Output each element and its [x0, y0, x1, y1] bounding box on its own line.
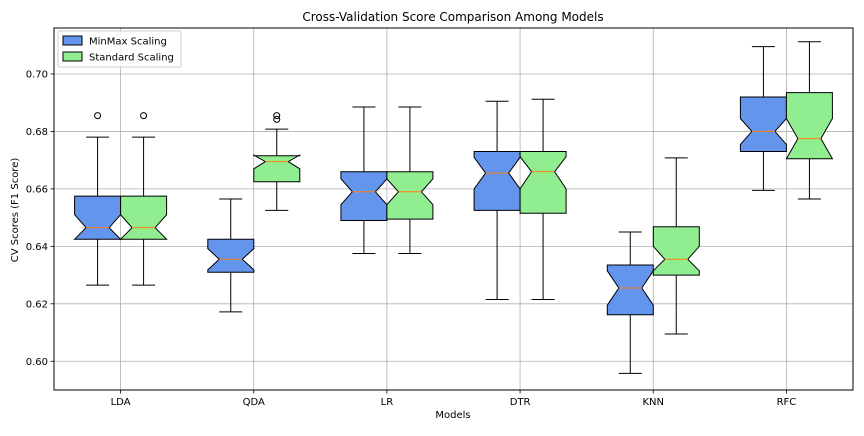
box-body	[386, 171, 434, 220]
y-tick-label: 0.66	[26, 184, 48, 195]
x-tick-label-dtr: DTR	[510, 397, 531, 408]
x-tick-label-knn: KNN	[642, 397, 664, 408]
legend-frame	[57, 30, 182, 68]
grid-lines	[54, 28, 853, 390]
outlier-point	[273, 115, 281, 123]
y-tick-label: 0.62	[26, 299, 48, 310]
legend-swatch-0	[62, 35, 83, 46]
legend-label-1: Standard Scaling	[89, 53, 174, 64]
box-body	[652, 226, 700, 276]
box-lr-minmax	[340, 106, 388, 255]
x-tick-label-rfc: RFC	[777, 397, 797, 408]
box-rfc-minmax	[739, 46, 787, 191]
y-tick-label: 0.68	[26, 127, 48, 138]
x-tick-label-qda: QDA	[243, 397, 265, 408]
box-body	[519, 151, 567, 214]
box-body	[473, 151, 521, 211]
x-tick-label-lr: LR	[381, 397, 394, 408]
legend: MinMax Scaling Standard Scaling	[57, 30, 182, 68]
legend-swatch-1	[62, 51, 83, 62]
y-tick-label: 0.60	[26, 357, 48, 368]
box-body	[340, 171, 388, 221]
legend-label-0: MinMax Scaling	[89, 37, 167, 48]
y-tick-label: 0.64	[26, 242, 48, 253]
box-qda-standard	[253, 112, 301, 211]
box-layer	[73, 41, 834, 374]
tick-layer: 0.60 0.62 0.64 0.66 0.68 0.70 LDA QDA LR DTR KNN RF…	[26, 69, 797, 408]
x-axis-label: Models	[435, 410, 470, 421]
box-body	[73, 195, 122, 240]
plot-frame	[53, 27, 854, 391]
box-dtr-standard	[519, 98, 567, 300]
box-body	[739, 96, 787, 152]
y-tick-label: 0.70	[26, 69, 48, 80]
box-body	[119, 195, 168, 240]
y-axis-label: CV Scores (F1 Score)	[10, 158, 21, 263]
box-knn-standard	[652, 157, 700, 335]
box-qda-minmax	[207, 198, 255, 313]
outlier-point	[94, 112, 102, 120]
box-body	[207, 238, 255, 273]
outlier-point	[140, 112, 148, 120]
box-body	[785, 92, 834, 160]
outlier-point	[273, 112, 281, 120]
box-lda-minmax	[73, 112, 122, 286]
box-dtr-minmax	[473, 100, 521, 300]
box-rfc-standard	[785, 41, 834, 200]
box-body	[606, 264, 654, 316]
box-body	[253, 154, 301, 183]
box-knn-minmax	[606, 231, 654, 374]
chart-title: Cross-Validation Score Comparison Among …	[302, 10, 603, 24]
x-tick-label-lda: LDA	[111, 397, 131, 408]
box-lda-standard	[119, 112, 168, 286]
box-lr-standard	[386, 106, 434, 255]
